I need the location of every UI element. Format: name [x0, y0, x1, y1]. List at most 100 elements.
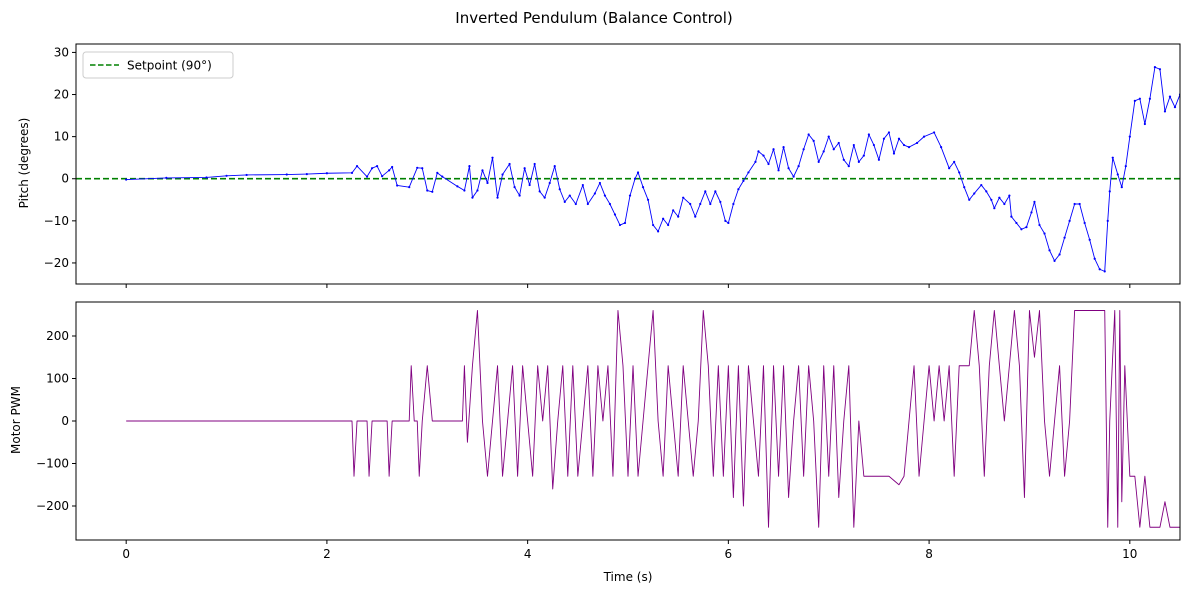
pitch-data-point [165, 176, 168, 179]
pitch-data-point [543, 196, 546, 199]
pitch-data-point [747, 171, 750, 174]
pitch-data-point [523, 167, 526, 170]
pitch-data-point [727, 221, 730, 225]
pitch-data-point [732, 202, 735, 206]
pitch-data-point [598, 181, 602, 185]
pitch-data-point [980, 183, 983, 187]
pitch-data-point [1020, 228, 1023, 231]
legend: Setpoint (90°) [82, 51, 234, 79]
pitch-data-point [807, 133, 810, 136]
pitch-data-point [481, 169, 484, 172]
pitch-data-point [847, 165, 850, 168]
pitch-data-point [922, 135, 926, 138]
pitch-data-point [1163, 110, 1167, 113]
pitch-data-point [682, 196, 685, 199]
pitch-data-point [827, 135, 830, 138]
time-x-axis-label: Time (s) [603, 570, 653, 584]
pitch-data-point [646, 198, 650, 201]
pitch-data-point [1008, 194, 1011, 197]
pitch-data-point [1120, 186, 1123, 189]
pitch-subplot: −20 −10 0 10 20 30 Pitch (degrees) Setpoint (… [17, 43, 1181, 288]
y-tick-label: 0 [61, 414, 69, 428]
pitch-data-point [1148, 97, 1151, 100]
pitch-data-point [431, 190, 434, 193]
y-tick-label: 20 [54, 88, 69, 102]
pitch-data-point [1111, 156, 1114, 159]
pitch-data-point [1038, 223, 1041, 227]
pitch-data-point [958, 171, 961, 174]
pitch-data-point [1063, 236, 1066, 239]
pitch-data-point [628, 194, 632, 197]
y-tick-label: 30 [54, 45, 69, 59]
pitch-data-point [1083, 221, 1086, 225]
pitch-data-point [802, 148, 805, 151]
pitch-data-point [699, 202, 702, 206]
pitch-data-point [907, 146, 911, 149]
pitch-data-point [837, 141, 840, 145]
motor-pwm-y-axis-label: Motor PWM [9, 386, 23, 454]
pitch-data-point [370, 167, 374, 170]
pitch-data-point [1098, 268, 1101, 271]
pitch-data-point [1108, 190, 1111, 193]
pitch-data-point [1010, 215, 1013, 218]
pitch-data-point [491, 156, 494, 159]
y-tick-label: 200 [46, 329, 69, 343]
pitch-data-point [1168, 95, 1172, 98]
pitch-data-point [1003, 202, 1006, 206]
pitch-data-point [719, 200, 722, 203]
pitch-data-point [538, 190, 541, 193]
pitch-data-point [651, 223, 655, 227]
pitch-data-point [985, 190, 988, 193]
pitch-data-point [1153, 66, 1157, 69]
pitch-data-point [915, 141, 919, 145]
pitch-data-point [1173, 106, 1177, 109]
pitch-data-point [953, 160, 956, 163]
pitch-data-point [772, 148, 775, 151]
pitch-data-point [1088, 238, 1091, 241]
pitch-data-point [574, 202, 577, 206]
pitch-data-point [463, 189, 466, 192]
pitch-data-point [933, 131, 936, 134]
pitch-data-point [1116, 173, 1119, 176]
pitch-data-point [822, 150, 825, 153]
pitch-data-point [513, 186, 516, 189]
pitch-data-point [677, 215, 680, 218]
pitch-data-point [742, 179, 745, 182]
pitch-data-point [1138, 97, 1141, 100]
pitch-data-point [533, 162, 536, 166]
pitch-data-point [1133, 99, 1136, 102]
pitch-data-point [902, 143, 906, 147]
pitch-data-point [968, 198, 971, 201]
pitch-data-point [350, 171, 354, 174]
y-tick-label: −10 [44, 214, 69, 228]
pitch-data-point [892, 152, 896, 155]
pitch-data-point [225, 174, 228, 177]
pitch-data-point [558, 188, 561, 191]
x-tick-label: 4 [524, 547, 532, 561]
pitch-data-point [1043, 232, 1046, 235]
pitch-data-point [1015, 221, 1018, 225]
x-tick-label: 10 [1122, 547, 1137, 561]
pitch-data-point [1068, 219, 1071, 222]
pitch-data-point [568, 194, 571, 197]
pitch-data-point [441, 175, 444, 178]
pitch-data-point [1048, 249, 1051, 252]
pitch-data-point [388, 169, 391, 172]
pitch-data-point [667, 223, 670, 227]
pitch-data-point [694, 215, 697, 218]
pitch-data-point [852, 143, 855, 147]
pitch-data-point [618, 223, 622, 227]
pitch-data-point [897, 137, 901, 140]
pitch-data-point [456, 185, 459, 188]
pitch-data-point [508, 162, 511, 166]
pitch-data-point [1158, 68, 1162, 71]
x-tick-label: 8 [925, 547, 933, 561]
pitch-data-point [365, 175, 369, 178]
pitch-data-point [416, 166, 419, 169]
pitch-data-point [125, 178, 128, 181]
pitch-data-point [518, 194, 521, 197]
pitch-data-point [857, 160, 860, 163]
plot-data-layer [76, 66, 1180, 273]
pitch-data-point [862, 154, 865, 157]
